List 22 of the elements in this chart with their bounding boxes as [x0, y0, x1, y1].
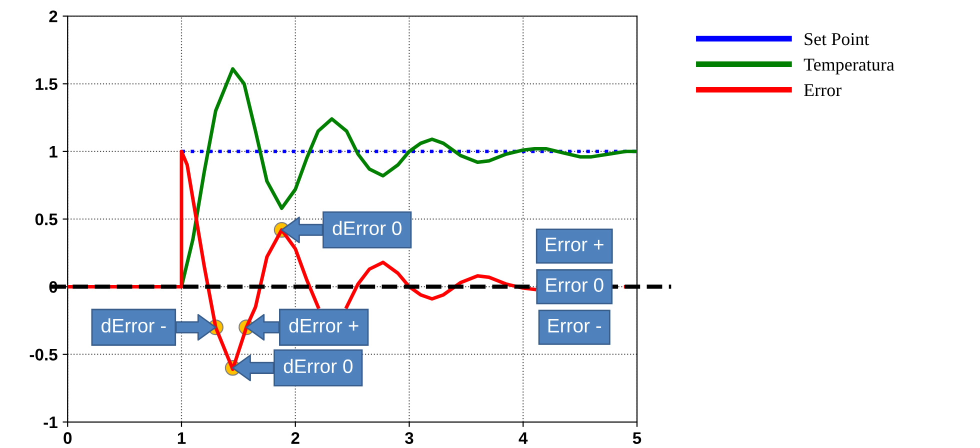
- text: Set Point: [804, 33, 870, 46]
- annotation: Error -: [548, 318, 602, 333]
- annotation: dError +: [289, 318, 358, 333]
- annotation: dError 0: [332, 220, 402, 236]
- x-tick-label: 1: [178, 432, 186, 444]
- x-tick-label: 3: [404, 432, 414, 444]
- y-tick-label: 1: [50, 146, 58, 158]
- text: Error: [804, 84, 842, 96]
- annotation: dError 0: [284, 358, 353, 374]
- annotation: Error 0: [546, 278, 604, 292]
- x-tick-label: 0: [64, 432, 72, 444]
- x-tick-label: 4: [518, 432, 528, 444]
- y-tick-label: -0.5: [30, 348, 58, 361]
- text: Temperatura: [804, 58, 894, 74]
- y-tick-label: -1: [44, 416, 58, 428]
- annotation: dError -: [102, 318, 166, 333]
- y-tick-label: 1.5: [36, 78, 58, 90]
- annotation: Error +: [546, 238, 604, 252]
- y-tick-label: 0.5: [35, 213, 58, 226]
- y-tick-label: 2: [49, 10, 58, 22]
- x-tick-label: 2: [291, 432, 300, 444]
- x-tick-label: 5: [632, 432, 642, 444]
